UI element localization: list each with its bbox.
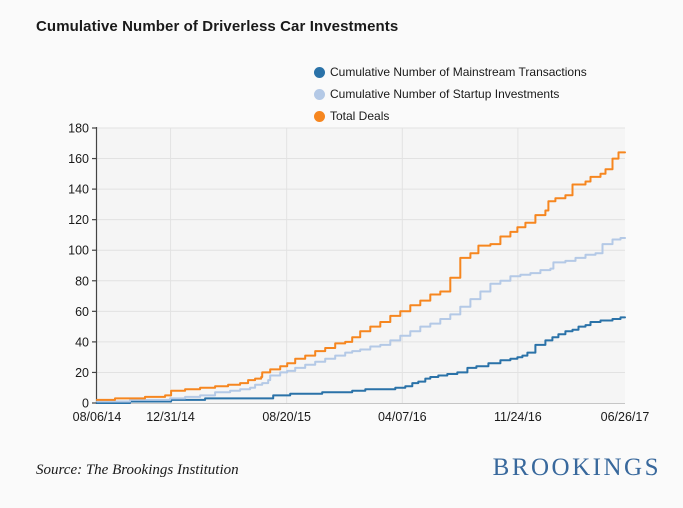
series-line (96, 237, 626, 403)
legend: Cumulative Number of Mainstream Transact… (314, 61, 587, 127)
x-tick-label: 08/20/15 (262, 410, 311, 424)
x-tick-label: 04/07/16 (378, 410, 427, 424)
plot-area (97, 128, 625, 403)
footer: Source: The Brookings Institution BROOKI… (0, 448, 683, 508)
x-tick-label: 08/06/14 (73, 410, 122, 424)
chart-canvas: 0 20 40 60 80 100 120 140 160 180 08/06/14 12/31/14… (68, 122, 650, 425)
y-tick-label: 160 (68, 152, 89, 166)
y-tick-label: 20 (75, 366, 89, 380)
legend-item-mainstream: Cumulative Number of Mainstream Transact… (314, 61, 587, 83)
chart-title: Cumulative Number of Driverless Car Inve… (36, 18, 399, 35)
y-tick-label: 40 (75, 335, 89, 349)
y-tick-label: 180 (68, 122, 89, 136)
x-tick-label: 06/26/17 (601, 410, 650, 424)
legend-item-total: Total Deals (314, 105, 587, 127)
legend-label: Total Deals (330, 109, 390, 123)
series-line (96, 151, 626, 401)
y-tick-label: 140 (68, 183, 89, 197)
brookings-logo: BROOKINGS (492, 454, 661, 481)
y-tick-label: 0 (82, 397, 89, 411)
legend-label: Cumulative Number of Mainstream Transact… (330, 65, 587, 79)
series-line (96, 316, 626, 404)
y-tick-label: 60 (75, 305, 89, 319)
legend-dot-mainstream-icon (314, 66, 325, 78)
x-tick-label: 11/24/16 (494, 410, 542, 424)
y-tick-label: 120 (68, 213, 89, 227)
legend-dot-total-icon (314, 110, 325, 122)
source-text: Source: The Brookings Institution (36, 462, 239, 478)
legend-dot-startup-icon (314, 88, 325, 100)
y-tick-label: 100 (68, 244, 89, 258)
x-tick-label: 12/31/14 (146, 410, 195, 424)
legend-item-startup: Cumulative Number of Startup Investments (314, 83, 587, 105)
chart: 0 20 40 60 80 100 120 140 160 180 08/06/14 12/31/14… (68, 122, 650, 425)
legend-label: Cumulative Number of Startup Investments (330, 87, 560, 101)
y-tick-label: 80 (75, 274, 89, 288)
